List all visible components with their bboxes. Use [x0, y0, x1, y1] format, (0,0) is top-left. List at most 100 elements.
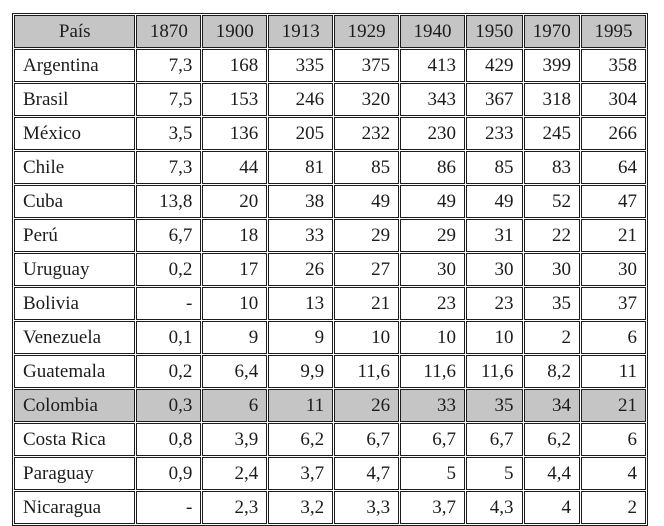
value-cell: 3,5 — [136, 117, 202, 150]
country-cell: Argentina — [14, 49, 136, 82]
value-cell: 49 — [465, 185, 523, 218]
table-row: Nicaragua -2,3 3,2 3,3 3,7 4,3 4 2 — [14, 491, 646, 524]
table-row: Cuba 13,8 20 38 49 49 49 52 47 — [14, 185, 646, 218]
value-cell: 29 — [400, 219, 465, 252]
value-cell: 413 — [400, 49, 465, 82]
country-cell: Uruguay — [14, 253, 136, 286]
value-cell: 9 — [268, 321, 334, 354]
value-cell: 10 — [465, 321, 523, 354]
value-cell: 30 — [523, 253, 581, 286]
value-cell: 6,7 — [334, 423, 400, 456]
value-cell: 31 — [465, 219, 523, 252]
value-cell: 17 — [202, 253, 268, 286]
value-cell: 0,3 — [136, 389, 202, 422]
value-cell: 399 — [523, 49, 581, 82]
table-row: Argentina 7,3 168 335 375 413 429 399 358 — [14, 49, 646, 82]
value-cell: 3,2 — [268, 491, 334, 524]
value-cell: 21 — [581, 219, 646, 252]
value-cell: 10 — [202, 287, 268, 320]
country-cell: Venezuela — [14, 321, 136, 354]
value-cell: 64 — [581, 151, 646, 184]
value-cell: 5 — [400, 457, 465, 490]
country-cell: Chile — [14, 151, 136, 184]
value-cell: 13,8 — [136, 185, 202, 218]
country-cell: México — [14, 117, 136, 150]
country-cell: Costa Rica — [14, 423, 136, 456]
value-cell: 0,2 — [136, 355, 202, 388]
value-cell: 2 — [581, 491, 646, 524]
table-row: México 3,5 136 205 232 230 233 245 266 — [14, 117, 646, 150]
value-cell: 10 — [334, 321, 400, 354]
value-cell: 11 — [581, 355, 646, 388]
table-row: Uruguay 0,2 17 26 27 30 30 30 30 — [14, 253, 646, 286]
value-cell: 0,8 — [136, 423, 202, 456]
value-cell: 375 — [334, 49, 400, 82]
value-cell: 30 — [400, 253, 465, 286]
value-cell: 7,3 — [136, 49, 202, 82]
value-cell: 205 — [268, 117, 334, 150]
value-cell: 44 — [202, 151, 268, 184]
value-cell: 11 — [268, 389, 334, 422]
value-cell: 30 — [581, 253, 646, 286]
value-cell: 3,9 — [202, 423, 268, 456]
value-cell: 35 — [523, 287, 581, 320]
value-cell: 6,7 — [136, 219, 202, 252]
value-cell: 3,3 — [334, 491, 400, 524]
table-row: Paraguay 0,9 2,4 3,7 4,7 5 5 4,4 4 — [14, 457, 646, 490]
header-row: País 1870 1900 1913 1929 1940 1950 1970 1995 — [14, 15, 646, 48]
value-cell: 7,3 — [136, 151, 202, 184]
value-cell: 38 — [268, 185, 334, 218]
value-cell: 335 — [268, 49, 334, 82]
value-cell: 4,7 — [334, 457, 400, 490]
value-cell: 6,4 — [202, 355, 268, 388]
value-cell: 304 — [581, 83, 646, 116]
value-cell: 26 — [268, 253, 334, 286]
value-cell: 11,6 — [334, 355, 400, 388]
value-cell: 9,9 — [268, 355, 334, 388]
country-cell: Brasil — [14, 83, 136, 116]
value-cell: - — [136, 287, 202, 320]
value-cell: 6 — [202, 389, 268, 422]
value-cell: 6,2 — [523, 423, 581, 456]
table-row: Brasil 7,5 153 246 320 343 367 318 304 — [14, 83, 646, 116]
value-cell: 6,7 — [465, 423, 523, 456]
value-cell: 11,6 — [400, 355, 465, 388]
value-cell: 35 — [465, 389, 523, 422]
table-row: Chile 7,3 44 81 85 86 85 83 64 — [14, 151, 646, 184]
country-cell: Colombia — [14, 389, 136, 422]
value-cell: 10 — [400, 321, 465, 354]
country-data-table: País 1870 1900 1913 1929 1940 1950 1970 1995 Arg… — [12, 13, 648, 526]
value-cell: 7,5 — [136, 83, 202, 116]
value-cell: 81 — [268, 151, 334, 184]
value-cell: 2 — [523, 321, 581, 354]
value-cell: 358 — [581, 49, 646, 82]
country-cell: Cuba — [14, 185, 136, 218]
value-cell: 246 — [268, 83, 334, 116]
value-cell: 20 — [202, 185, 268, 218]
country-column-header: País — [14, 15, 136, 48]
value-cell: 6 — [581, 321, 646, 354]
value-cell: 232 — [334, 117, 400, 150]
country-cell: Perú — [14, 219, 136, 252]
table-row: Perú 6,7 18 33 29 29 31 22 21 — [14, 219, 646, 252]
value-cell: 29 — [334, 219, 400, 252]
value-cell: 86 — [400, 151, 465, 184]
value-cell: 343 — [400, 83, 465, 116]
value-cell: 49 — [334, 185, 400, 218]
value-cell: 23 — [400, 287, 465, 320]
value-cell: 6,7 — [400, 423, 465, 456]
value-cell: 34 — [523, 389, 581, 422]
value-cell: 429 — [465, 49, 523, 82]
value-cell: 3,7 — [268, 457, 334, 490]
value-cell: 27 — [334, 253, 400, 286]
table-row: Colombia 0,3 6 11 26 33 35 34 21 — [14, 389, 646, 422]
value-cell: 0,9 — [136, 457, 202, 490]
value-cell: 47 — [581, 185, 646, 218]
table-row: Venezuela 0,1 9 9 10 10 10 2 6 — [14, 321, 646, 354]
value-cell: 23 — [465, 287, 523, 320]
year-column-header: 1913 — [268, 15, 334, 48]
table-row: Costa Rica 0,8 3,9 6,2 6,7 6,7 6,7 6,2 6 — [14, 423, 646, 456]
table-body: Argentina 7,3 168 335 375 413 429 399 358 Brasil 7… — [14, 49, 646, 524]
value-cell: 2,4 — [202, 457, 268, 490]
country-cell: Paraguay — [14, 457, 136, 490]
